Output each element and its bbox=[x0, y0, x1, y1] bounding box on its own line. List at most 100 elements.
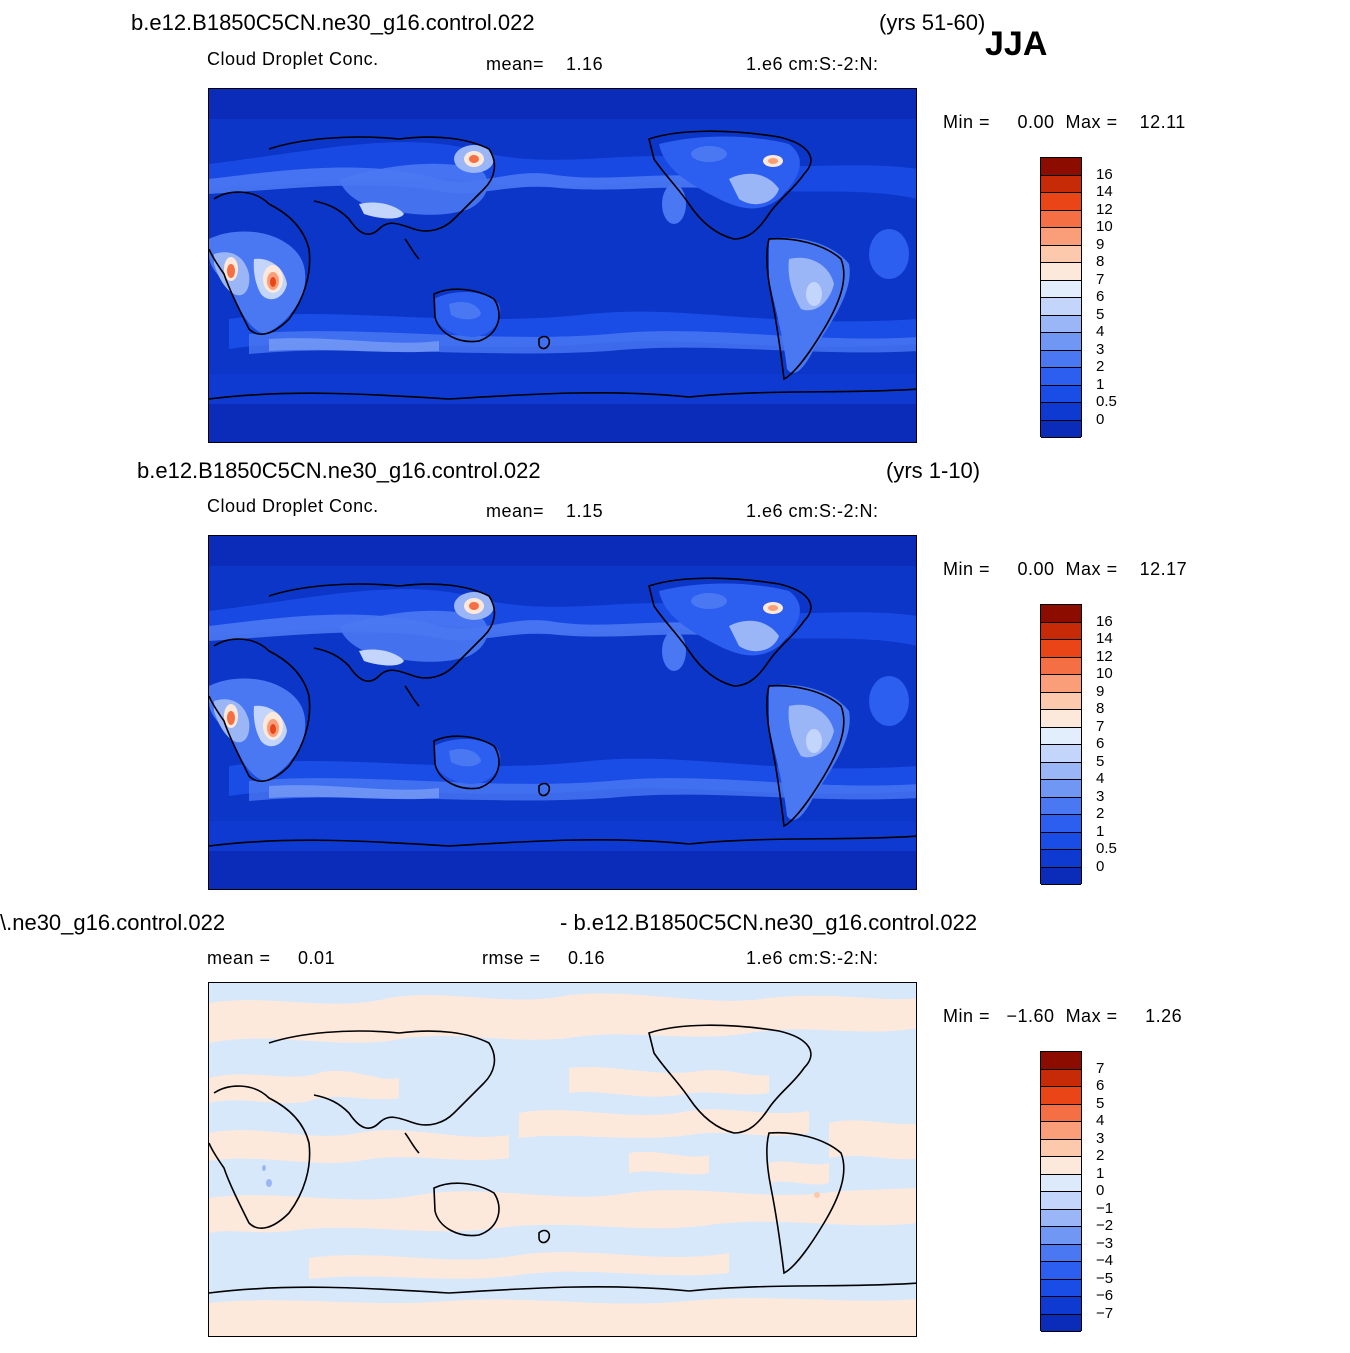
panel3-minmax: Min = −1.60 Max = 1.26 bbox=[943, 1006, 1183, 1026]
colorbar-cell bbox=[1041, 228, 1081, 246]
colorbar-cell bbox=[1041, 692, 1081, 710]
colorbar-cell bbox=[1041, 850, 1081, 868]
panel2-minmax: Min = 0.00 Max = 12.17 bbox=[943, 559, 1188, 579]
panel1-case-title: b.e12.B1850C5CN.ne30_g16.control.022 bbox=[131, 10, 535, 35]
colorbar-tick-label: 8 bbox=[1096, 700, 1105, 717]
colorbar-cell bbox=[1041, 385, 1081, 403]
panel2-map bbox=[208, 535, 917, 890]
colorbar-cell bbox=[1041, 1262, 1081, 1280]
colorbar-cell bbox=[1041, 1192, 1081, 1210]
panel1-map-svg bbox=[209, 89, 916, 442]
colorbar-tick-label: 2 bbox=[1096, 358, 1105, 375]
colorbar-cell bbox=[1041, 368, 1081, 386]
colorbar-cell bbox=[1041, 622, 1081, 640]
colorbar-cell bbox=[1041, 298, 1081, 316]
colorbar-cell bbox=[1041, 175, 1081, 193]
colorbar-cell bbox=[1041, 675, 1081, 693]
colorbar-tick-label: −5 bbox=[1096, 1269, 1114, 1287]
colorbar-cell bbox=[1041, 245, 1081, 263]
colorbar-tick-label: 6 bbox=[1096, 735, 1105, 752]
colorbar-tick-label: 10 bbox=[1096, 218, 1113, 235]
colorbar-tick-label: 5 bbox=[1096, 305, 1105, 323]
colorbar-tick-label: 1 bbox=[1096, 375, 1105, 393]
colorbar-cell bbox=[1041, 815, 1081, 833]
colorbar-tick-label: 1 bbox=[1096, 822, 1105, 840]
colorbar-tick-label: −3 bbox=[1096, 1234, 1114, 1252]
colorbar-tick-label: −6 bbox=[1096, 1287, 1114, 1304]
season-label: JJA bbox=[985, 25, 1048, 63]
colorbar-tick-label: 12 bbox=[1096, 647, 1113, 665]
panel1-colorbar bbox=[1040, 157, 1082, 438]
panel2-variable: Cloud Droplet Conc. bbox=[207, 496, 379, 516]
colorbar-tick-label: 2 bbox=[1096, 1147, 1105, 1164]
colorbar-cell bbox=[1041, 420, 1081, 438]
colorbar-tick-label: 3 bbox=[1096, 787, 1105, 805]
colorbar-cell bbox=[1041, 727, 1081, 745]
colorbar-tick-label: −4 bbox=[1096, 1252, 1114, 1269]
colorbar-cell bbox=[1041, 640, 1081, 658]
colorbar-tick-label: 4 bbox=[1096, 1112, 1105, 1129]
colorbar-tick-label: 1 bbox=[1096, 1164, 1105, 1182]
colorbar-tick-label: 7 bbox=[1096, 1059, 1105, 1077]
colorbar-tick-label: 8 bbox=[1096, 253, 1105, 270]
colorbar-cell bbox=[1041, 193, 1081, 211]
panel2-map-svg bbox=[209, 536, 916, 889]
colorbar-tick-label: 0.5 bbox=[1096, 393, 1117, 410]
colorbar-cell bbox=[1041, 1104, 1081, 1122]
colorbar-tick-label: −2 bbox=[1096, 1217, 1114, 1234]
panel3-rmse: rmse = 0.16 bbox=[482, 948, 606, 968]
colorbar-tick-label: 0.5 bbox=[1096, 840, 1117, 857]
colorbar-cell bbox=[1041, 1052, 1081, 1070]
colorbar-cell bbox=[1041, 350, 1081, 368]
colorbar-cell bbox=[1041, 832, 1081, 850]
colorbar-tick-label: 4 bbox=[1096, 323, 1105, 340]
colorbar-cell bbox=[1041, 867, 1081, 885]
colorbar-tick-label: 10 bbox=[1096, 665, 1113, 682]
colorbar-cell bbox=[1041, 403, 1081, 421]
colorbar-cell bbox=[1041, 1157, 1081, 1175]
colorbar-tick-label: 14 bbox=[1096, 630, 1113, 647]
panel3-map bbox=[208, 982, 917, 1337]
colorbar-cell bbox=[1041, 797, 1081, 815]
panel1-variable: Cloud Droplet Conc. bbox=[207, 49, 379, 69]
colorbar-cell bbox=[1041, 315, 1081, 333]
colorbar-tick-label: 0 bbox=[1096, 857, 1105, 875]
colorbar-cell bbox=[1041, 780, 1081, 798]
colorbar-tick-label: 4 bbox=[1096, 770, 1105, 787]
colorbar-cell bbox=[1041, 333, 1081, 351]
colorbar-cell bbox=[1041, 1279, 1081, 1297]
panel1-map bbox=[208, 88, 917, 443]
colorbar-tick-label: 9 bbox=[1096, 235, 1105, 253]
panel2-years: (yrs 1-10) bbox=[886, 458, 981, 483]
colorbar-tick-label: 5 bbox=[1096, 752, 1105, 770]
panel3-years: - b.e12.B1850C5CN.ne30_g16.control.022 bbox=[560, 910, 978, 935]
panel1-mean: mean= 1.16 bbox=[486, 54, 604, 74]
colorbar-cell bbox=[1041, 1297, 1081, 1315]
colorbar-tick-label: 2 bbox=[1096, 805, 1105, 822]
colorbar-tick-label: 5 bbox=[1096, 1094, 1105, 1112]
colorbar-cell bbox=[1041, 657, 1081, 675]
panel3-case-title: \.ne30_g16.control.022 bbox=[0, 910, 226, 935]
colorbar-cell bbox=[1041, 210, 1081, 228]
panel2-case-title: b.e12.B1850C5CN.ne30_g16.control.022 bbox=[137, 458, 541, 483]
panel1-years: (yrs 51-60) bbox=[879, 10, 986, 35]
colorbar-cell bbox=[1041, 1139, 1081, 1157]
colorbar-cell bbox=[1041, 1244, 1081, 1262]
colorbar-tick-label: 12 bbox=[1096, 200, 1113, 218]
panel2-units: 1.e6 cm:S:-2:N: bbox=[746, 501, 879, 521]
panel1-units: 1.e6 cm:S:-2:N: bbox=[746, 54, 879, 74]
colorbar-tick-label: 9 bbox=[1096, 682, 1105, 700]
panel3-map-svg bbox=[209, 983, 916, 1336]
colorbar-cell bbox=[1041, 1227, 1081, 1245]
colorbar-cell bbox=[1041, 1209, 1081, 1227]
colorbar-tick-label: 3 bbox=[1096, 1129, 1105, 1147]
panel3-mean: mean = 0.01 bbox=[207, 948, 336, 968]
colorbar-tick-label: −1 bbox=[1096, 1199, 1114, 1217]
colorbar-cell bbox=[1041, 1087, 1081, 1105]
colorbar-cell bbox=[1041, 1069, 1081, 1087]
colorbar-tick-label: −7 bbox=[1096, 1304, 1114, 1322]
panel3-units: 1.e6 cm:S:-2:N: bbox=[746, 948, 879, 968]
panel1-minmax: Min = 0.00 Max = 12.11 bbox=[943, 112, 1186, 132]
colorbar-cell bbox=[1041, 710, 1081, 728]
colorbar-cell bbox=[1041, 745, 1081, 763]
